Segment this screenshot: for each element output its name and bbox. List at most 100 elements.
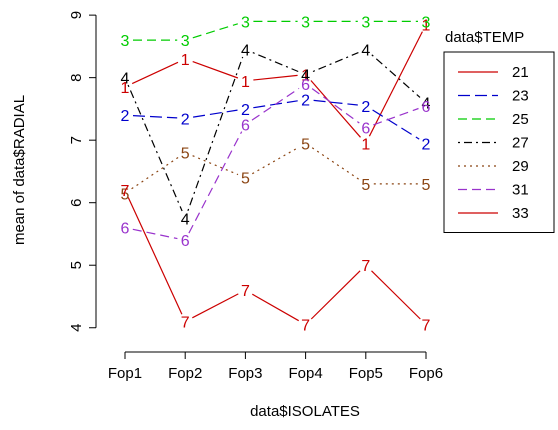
series-segment	[371, 270, 421, 320]
series-segment	[368, 31, 423, 137]
series-segment	[192, 155, 239, 176]
point-label: 1	[181, 52, 190, 69]
point-label: 6	[241, 118, 250, 135]
point-label: 7	[422, 318, 431, 335]
series-31: 6 6 6 6 6 6	[121, 77, 431, 250]
series-segment	[311, 147, 360, 180]
legend-entry: 29	[512, 158, 529, 175]
point-label: 2	[241, 102, 250, 119]
series-segment	[372, 109, 420, 140]
series-segment	[192, 23, 238, 39]
series-segment	[311, 88, 360, 124]
point-label: 2	[361, 99, 370, 116]
x-tick-label: Fop5	[349, 365, 383, 382]
series-27: 4 4 4 4 4 4	[121, 43, 431, 229]
series-29: 5 5 5 5 5 5	[121, 136, 431, 203]
point-label: 3	[361, 14, 370, 31]
point-label: 7	[301, 318, 310, 335]
series-segment	[371, 54, 421, 98]
point-label: 4	[301, 68, 310, 85]
point-label: 5	[361, 177, 370, 194]
axes: 4 5 6 7 8 9 Fop1 Fop2 Fop3 Fop4 Fop5 Fop6	[68, 11, 443, 382]
series-segment	[127, 84, 183, 212]
y-axis-label: mean of data$RADIAL	[11, 95, 28, 245]
series-21: 1 1 1 1 1 1	[121, 18, 431, 154]
point-label: 6	[301, 77, 310, 94]
legend-entry: 27	[512, 135, 529, 152]
series-25: 3 3 3 3 3 3	[121, 14, 431, 50]
x-tick-label: Fop3	[228, 365, 262, 382]
series-segment	[313, 99, 358, 106]
legend-entry: 23	[512, 88, 529, 105]
point-label: 2	[121, 108, 130, 125]
series-segment	[131, 61, 179, 85]
series-segment	[132, 115, 178, 119]
legend-entry: 31	[512, 182, 529, 199]
series-segment	[312, 52, 359, 73]
point-label: 6	[181, 233, 190, 250]
series-segment	[127, 197, 183, 315]
point-label: 4	[121, 71, 130, 88]
y-tick-label: 8	[68, 73, 85, 81]
point-label: 1	[301, 68, 310, 85]
point-label: 7	[181, 314, 190, 331]
legend-entry: 21	[512, 64, 529, 81]
point-label: 3	[121, 33, 130, 50]
point-label: 5	[301, 136, 310, 153]
y-tick-label: 6	[68, 199, 85, 207]
point-label: 1	[121, 80, 130, 97]
point-label: 7	[121, 183, 130, 200]
point-label: 4	[361, 43, 370, 60]
series-segment	[188, 131, 243, 234]
x-tick-label: Fop2	[168, 365, 202, 382]
point-label: 2	[181, 111, 190, 128]
series-segment	[252, 293, 299, 322]
point-label: 5	[181, 146, 190, 163]
series-segment	[310, 270, 361, 320]
x-tick-label: Fop1	[108, 365, 142, 382]
y-tick-label: 7	[68, 136, 85, 144]
series-33: 7 7 7 7 7 7	[121, 183, 431, 334]
point-label: 2	[422, 136, 431, 153]
series-segment	[252, 146, 299, 175]
series-segment	[192, 61, 239, 79]
point-label: 4	[422, 96, 431, 113]
y-tick-label: 5	[68, 261, 85, 269]
series-segment	[187, 56, 244, 212]
legend-entry: 25	[512, 111, 529, 128]
series-segment	[131, 156, 179, 190]
series-segment	[252, 52, 299, 73]
series-segment	[192, 293, 239, 319]
point-label: 1	[422, 18, 431, 35]
point-label: 3	[241, 14, 250, 31]
y-tick-label: 4	[68, 324, 85, 332]
point-label: 5	[422, 177, 431, 194]
series-segment	[132, 228, 178, 240]
legend: data$TEMP 21 23 25 27 29 31 33	[443, 29, 555, 233]
point-label: 6	[121, 221, 130, 238]
x-tick-label: Fop4	[288, 365, 322, 382]
series-segment	[253, 74, 298, 81]
point-label: 4	[241, 43, 250, 60]
point-label: 3	[301, 14, 310, 31]
point-label: 1	[361, 136, 370, 153]
point-label: 6	[422, 99, 431, 116]
point-label: 3	[422, 14, 431, 31]
x-axis-label: data$ISOLATES	[250, 403, 360, 420]
series-segment	[193, 109, 238, 118]
point-label: 1	[241, 74, 250, 91]
legend-box	[443, 51, 555, 233]
point-label: 5	[241, 171, 250, 188]
point-label: 7	[361, 258, 370, 275]
point-label: 2	[301, 93, 310, 110]
point-label: 5	[121, 186, 130, 203]
series-segment	[251, 87, 300, 121]
legend-entry: 33	[512, 205, 529, 222]
series-segment	[310, 80, 361, 138]
point-label: 7	[241, 283, 250, 300]
series-segment	[373, 107, 419, 126]
point-label: 4	[181, 211, 190, 228]
point-label: 6	[361, 121, 370, 138]
